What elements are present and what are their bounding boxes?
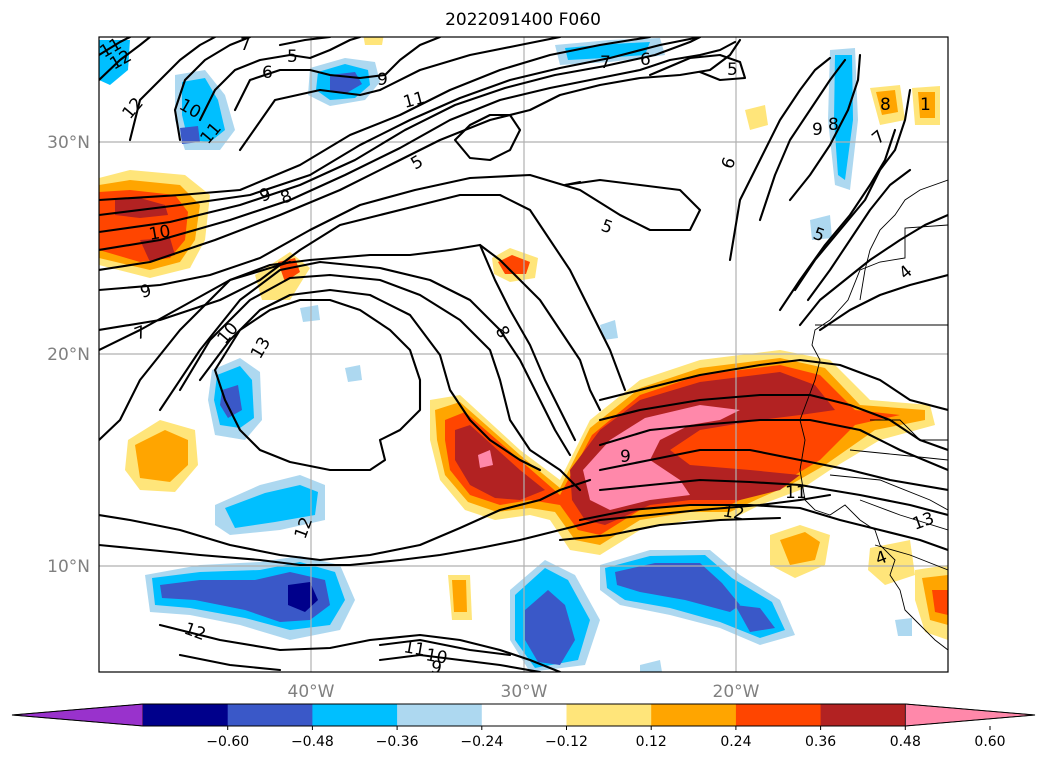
contour-label: 8 (828, 115, 839, 135)
colorbar-segment (651, 704, 737, 726)
contour-label: 4 (895, 262, 916, 284)
lat-label-10n: 10°N (47, 557, 90, 577)
colorbar-extend-min (11, 703, 144, 727)
lon-label-30w: 30°W (501, 682, 548, 702)
contour-label: 12 (181, 619, 208, 645)
contour-label: 5 (598, 216, 615, 238)
colorbar-tick-label: 0.36 (805, 734, 836, 750)
colorbar-tick-label: −0.48 (291, 734, 334, 750)
colorbar-tick-label: 0.12 (636, 734, 667, 750)
colorbar-segment (481, 704, 567, 726)
contour-label: 9 (620, 447, 631, 467)
contour-label: 8 (278, 186, 295, 208)
contour-label: 11 (401, 88, 427, 113)
contour-label: 10 (424, 645, 449, 668)
contour-label: 13 (910, 509, 937, 535)
colorbar-tick-label: 0.24 (720, 734, 751, 750)
colorbar: −0.60 −0.48 −0.36 −0.24 −0.12 0.12 0.24 0.36 0.4… (11, 703, 1036, 750)
contour-label: 12 (721, 501, 746, 524)
contour-label: 5 (408, 152, 427, 175)
lat-label-30n: 30°N (47, 133, 90, 153)
contour-label: 7 (868, 127, 889, 149)
contour-label: 8 (880, 95, 891, 115)
colorbar-segment (820, 704, 906, 726)
lat-label-20n: 20°N (47, 345, 90, 365)
colorbar-segment (312, 704, 398, 726)
contour-label: 9 (138, 281, 154, 303)
map-title: 2022091400 F060 (445, 10, 601, 30)
contour-label: 5 (287, 47, 298, 67)
contour-lines (99, 37, 948, 672)
lat-axis: 30°N 20°N 10°N (47, 133, 90, 577)
colorbar-tick-label: −0.36 (376, 734, 419, 750)
plot-frame (98, 36, 949, 673)
contour-label: 6 (262, 63, 273, 83)
colorbar-tick-label: −0.24 (460, 734, 503, 750)
contour-label: 7 (600, 53, 611, 73)
contour-label: 6 (718, 155, 740, 172)
contour-label: 9 (377, 70, 388, 90)
contour-label: 5 (727, 60, 738, 80)
lon-label-40w: 40°W (288, 682, 335, 702)
colorbar-tick-label: 0.48 (890, 734, 921, 750)
contour-label: 11 (402, 637, 427, 660)
colorbar-extend-max (904, 703, 1036, 727)
graticule (99, 37, 948, 672)
map-plot-area: 11 12 7 5 6 9 10 11 12 11 5 7 6 5 6 8 1 … (99, 35, 948, 679)
lon-axis: 40°W 30°W 20°W (288, 682, 760, 702)
colorbar-segment (566, 704, 652, 726)
colorbar-segment (143, 704, 229, 726)
contour-label: 7 (240, 35, 251, 55)
colorbar-segment (227, 704, 313, 726)
colorbar-tick-label: −0.12 (545, 734, 588, 750)
colorbar-segment (397, 704, 483, 726)
colorbar-segment (735, 704, 822, 726)
lon-label-20w: 20°W (713, 682, 760, 702)
contour-label: 9 (812, 120, 823, 140)
contour-label: 9 (429, 657, 443, 679)
contour-label: 10 (147, 221, 172, 244)
colorbar-tick-label: 0.60 (974, 734, 1005, 750)
colorbar-tick-label: −0.60 (206, 734, 249, 750)
contour-label: 6 (640, 50, 651, 70)
contour-label: 10 (214, 319, 243, 348)
contour-label: 1 (920, 95, 931, 115)
contour-label: 12 (119, 94, 148, 123)
contour-label: 13 (247, 334, 275, 363)
contour-label: 11 (785, 483, 807, 503)
